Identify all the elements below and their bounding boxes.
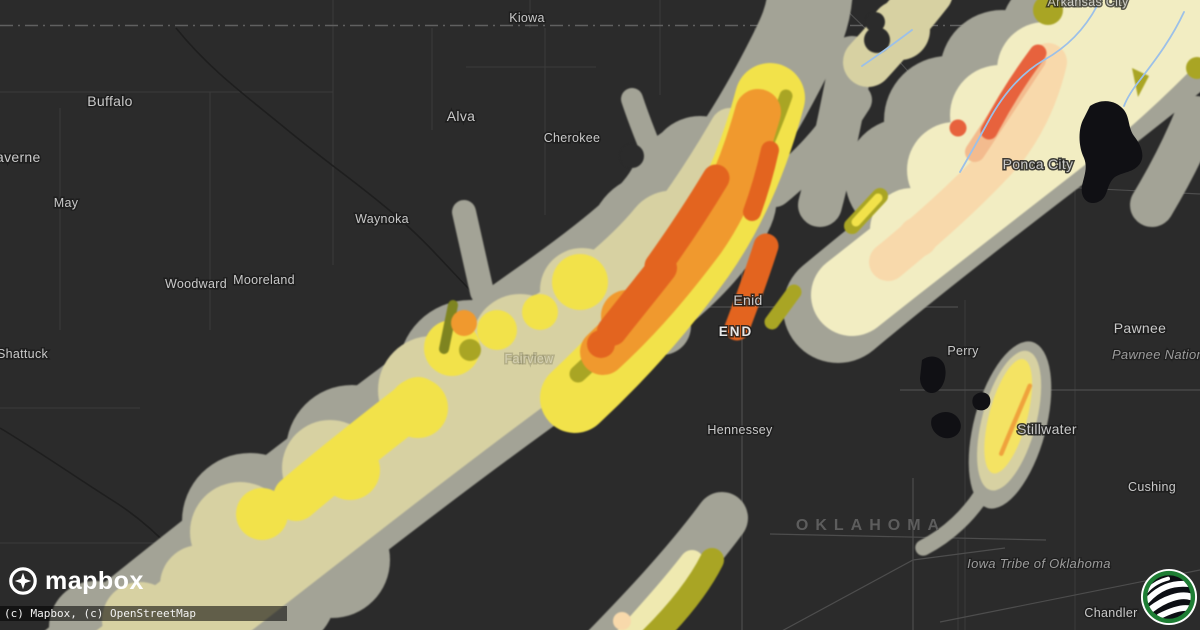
map-label-buffalo: Buffalo bbox=[87, 93, 132, 109]
mapbox-wordmark: mapbox bbox=[45, 566, 144, 595]
map-label-pawnee-nation: Pawnee Nation bbox=[1112, 347, 1200, 362]
map-label-oklahoma: OKLAHOMA bbox=[796, 517, 946, 534]
map-label-perry: Perry bbox=[947, 344, 979, 358]
map-label-shattuck: Shattuck bbox=[0, 347, 48, 361]
swath-gaps bbox=[620, 12, 890, 168]
map-label-woodward: Woodward bbox=[165, 277, 227, 291]
map-label-alva: Alva bbox=[447, 108, 475, 124]
hailtrace-swirl-icon bbox=[1140, 568, 1198, 626]
map-label-arkansas-city: Arkansas City bbox=[1047, 0, 1128, 9]
map-label-stillwater: Stillwater bbox=[1017, 421, 1077, 437]
map-label-chandler: Chandler bbox=[1084, 606, 1137, 620]
mapbox-logo[interactable]: mapbox bbox=[8, 566, 144, 596]
map-attribution[interactable]: (c) Mapbox, (c) OpenStreetMap bbox=[0, 606, 287, 621]
swath-stillwater-cell bbox=[915, 341, 1052, 556]
map-label-laverne: averne bbox=[0, 149, 41, 165]
map-label-waynoka: Waynoka bbox=[355, 212, 409, 226]
swath-layer-salmon bbox=[949, 44, 1047, 140]
rivers-blue bbox=[861, 5, 1185, 173]
hail-swath-overlay bbox=[45, 0, 1200, 630]
map-label-fairview: Fairview bbox=[505, 352, 555, 366]
map-label-cherokee: Cherokee bbox=[544, 131, 601, 145]
map-label-mooreland: Mooreland bbox=[233, 273, 295, 287]
map-label-pawnee: Pawnee bbox=[1114, 320, 1166, 336]
swath-layer-dark-orange bbox=[587, 141, 779, 358]
map-label-cushing: Cushing bbox=[1128, 480, 1176, 494]
map-label-iowa-tribe: Iowa Tribe of Oklahoma bbox=[967, 556, 1111, 571]
map-label-may: May bbox=[54, 196, 79, 210]
map-label-hennessey: Hennessey bbox=[707, 423, 773, 437]
lakes bbox=[920, 101, 1143, 439]
mapbox-compass-icon bbox=[9, 567, 37, 595]
attribution-text: (c) Mapbox, (c) OpenStreetMap bbox=[4, 607, 197, 620]
map-label-end-airport: END bbox=[719, 324, 754, 339]
hailtrace-logo bbox=[1140, 568, 1198, 626]
map-label-kiowa: Kiowa bbox=[509, 11, 545, 25]
map-label-enid: Enid bbox=[733, 292, 762, 308]
map-label-ponca-city: Ponca City bbox=[1003, 156, 1074, 172]
